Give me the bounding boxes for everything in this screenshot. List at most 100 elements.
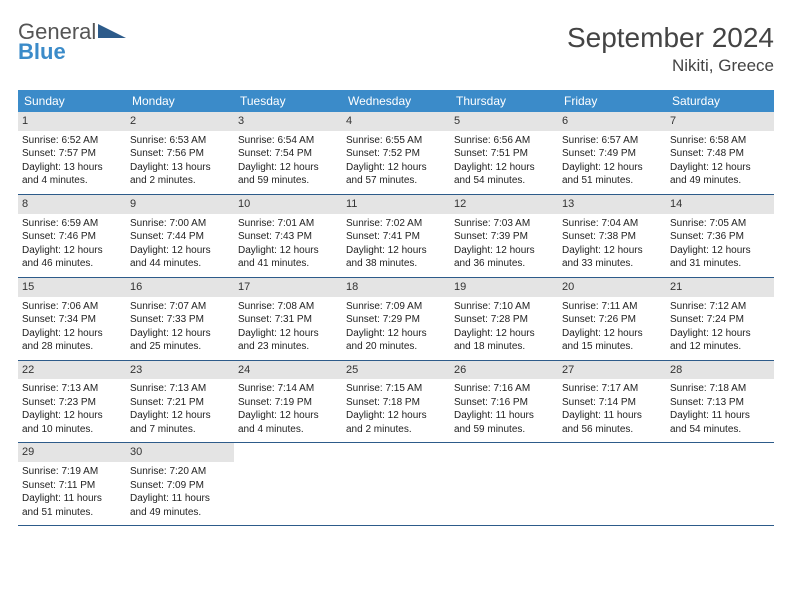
daylight2-text: and 36 minutes. (454, 257, 554, 271)
sunset-text: Sunset: 7:09 PM (130, 479, 230, 493)
day-number: 13 (558, 195, 666, 214)
day-details: Sunrise: 7:16 AMSunset: 7:16 PMDaylight:… (454, 382, 554, 436)
calendar-cell: 5 Sunrise: 6:56 AMSunset: 7:51 PMDaylight… (450, 112, 558, 194)
day-details: Sunrise: 6:57 AMSunset: 7:49 PMDaylight:… (562, 134, 662, 188)
daylight2-text: and 51 minutes. (562, 174, 662, 188)
dow-wednesday: Wednesday (342, 90, 450, 112)
daylight2-text: and 51 minutes. (22, 506, 122, 520)
sunset-text: Sunset: 7:43 PM (238, 230, 338, 244)
daylight1-text: Daylight: 12 hours (670, 161, 770, 175)
day-number: 7 (666, 112, 774, 131)
calendar-cell: 26 Sunrise: 7:16 AMSunset: 7:16 PMDayligh… (450, 361, 558, 443)
daylight1-text: Daylight: 12 hours (346, 409, 446, 423)
daylight1-text: Daylight: 12 hours (238, 409, 338, 423)
day-number: 5 (450, 112, 558, 131)
sunset-text: Sunset: 7:44 PM (130, 230, 230, 244)
daylight2-text: and 15 minutes. (562, 340, 662, 354)
calendar-cell: 21Sunrise: 7:12 AMSunset: 7:24 PMDayligh… (666, 278, 774, 360)
calendar-cell: 25Sunrise: 7:15 AMSunset: 7:18 PMDayligh… (342, 361, 450, 443)
day-details: Sunrise: 7:06 AMSunset: 7:34 PMDaylight:… (22, 300, 122, 354)
calendar-body: 1Sunrise: 6:52 AMSunset: 7:57 PMDaylight… (18, 112, 774, 526)
sunset-text: Sunset: 7:46 PM (22, 230, 122, 244)
dow-saturday: Saturday (666, 90, 774, 112)
brand-word2: Blue (18, 42, 126, 62)
day-details: Sunrise: 7:07 AMSunset: 7:33 PMDaylight:… (130, 300, 230, 354)
day-details: Sunrise: 7:13 AMSunset: 7:23 PMDaylight:… (22, 382, 122, 436)
sunrise-text: Sunrise: 7:08 AM (238, 300, 338, 314)
day-details: Sunrise: 6:58 AMSunset: 7:48 PMDaylight:… (670, 134, 770, 188)
calendar-cell: 7 Sunrise: 6:58 AMSunset: 7:48 PMDaylight… (666, 112, 774, 194)
daylight1-text: Daylight: 12 hours (22, 327, 122, 341)
day-number: 18 (342, 278, 450, 297)
day-details: Sunrise: 7:03 AMSunset: 7:39 PMDaylight:… (454, 217, 554, 271)
day-number: 12 (450, 195, 558, 214)
sunset-text: Sunset: 7:19 PM (238, 396, 338, 410)
daylight2-text: and 2 minutes. (346, 423, 446, 437)
sunrise-text: Sunrise: 7:16 AM (454, 382, 554, 396)
sunset-text: Sunset: 7:34 PM (22, 313, 122, 327)
daylight2-text: and 56 minutes. (562, 423, 662, 437)
daylight2-text: and 4 minutes. (238, 423, 338, 437)
sunrise-text: Sunrise: 7:03 AM (454, 217, 554, 231)
day-details: Sunrise: 7:01 AMSunset: 7:43 PMDaylight:… (238, 217, 338, 271)
sunset-text: Sunset: 7:31 PM (238, 313, 338, 327)
sunset-text: Sunset: 7:51 PM (454, 147, 554, 161)
sunset-text: Sunset: 7:21 PM (130, 396, 230, 410)
calendar-week: 29Sunrise: 7:19 AMSunset: 7:11 PMDayligh… (18, 443, 774, 526)
calendar-week: 15Sunrise: 7:06 AMSunset: 7:34 PMDayligh… (18, 278, 774, 361)
day-number: 3 (234, 112, 342, 131)
daylight1-text: Daylight: 12 hours (238, 327, 338, 341)
daylight1-text: Daylight: 12 hours (238, 244, 338, 258)
sunrise-text: Sunrise: 7:19 AM (22, 465, 122, 479)
day-number: 26 (450, 361, 558, 380)
day-details: Sunrise: 7:08 AMSunset: 7:31 PMDaylight:… (238, 300, 338, 354)
calendar-week: 22Sunrise: 7:13 AMSunset: 7:23 PMDayligh… (18, 361, 774, 444)
sunrise-text: Sunrise: 6:59 AM (22, 217, 122, 231)
day-details: Sunrise: 6:53 AMSunset: 7:56 PMDaylight:… (130, 134, 230, 188)
calendar-cell: 28Sunrise: 7:18 AMSunset: 7:13 PMDayligh… (666, 361, 774, 443)
daylight2-text: and 20 minutes. (346, 340, 446, 354)
day-number: 14 (666, 195, 774, 214)
page-title: September 2024 (567, 22, 774, 54)
calendar-cell (666, 443, 774, 525)
daylight2-text: and 38 minutes. (346, 257, 446, 271)
day-details: Sunrise: 6:54 AMSunset: 7:54 PMDaylight:… (238, 134, 338, 188)
title-block: September 2024 Nikiti, Greece (567, 22, 774, 76)
day-number: 17 (234, 278, 342, 297)
day-details: Sunrise: 7:04 AMSunset: 7:38 PMDaylight:… (562, 217, 662, 271)
daylight2-text: and 49 minutes. (670, 174, 770, 188)
day-details: Sunrise: 7:10 AMSunset: 7:28 PMDaylight:… (454, 300, 554, 354)
calendar-cell: 10 Sunrise: 7:01 AMSunset: 7:43 PMDayligh… (234, 195, 342, 277)
daylight1-text: Daylight: 11 hours (130, 492, 230, 506)
calendar-cell: 29Sunrise: 7:19 AMSunset: 7:11 PMDayligh… (18, 443, 126, 525)
day-number: 1 (18, 112, 126, 131)
header: General Blue September 2024 Nikiti, Gree… (18, 22, 774, 76)
daylight2-text: and 12 minutes. (670, 340, 770, 354)
day-number: 10 (234, 195, 342, 214)
day-number: 16 (126, 278, 234, 297)
day-number: 6 (558, 112, 666, 131)
daylight1-text: Daylight: 12 hours (562, 327, 662, 341)
day-details: Sunrise: 7:13 AMSunset: 7:21 PMDaylight:… (130, 382, 230, 436)
daylight2-text: and 57 minutes. (346, 174, 446, 188)
day-details: Sunrise: 7:18 AMSunset: 7:13 PMDaylight:… (670, 382, 770, 436)
day-number: 8 (18, 195, 126, 214)
calendar-cell (234, 443, 342, 525)
day-details: Sunrise: 6:55 AMSunset: 7:52 PMDaylight:… (346, 134, 446, 188)
sunrise-text: Sunrise: 7:17 AM (562, 382, 662, 396)
sunset-text: Sunset: 7:29 PM (346, 313, 446, 327)
daylight2-text: and 49 minutes. (130, 506, 230, 520)
daylight2-text: and 54 minutes. (454, 174, 554, 188)
daylight1-text: Daylight: 12 hours (130, 244, 230, 258)
calendar-cell: 13 Sunrise: 7:04 AMSunset: 7:38 PMDayligh… (558, 195, 666, 277)
sunrise-text: Sunrise: 6:56 AM (454, 134, 554, 148)
sunset-text: Sunset: 7:13 PM (670, 396, 770, 410)
day-number: 2 (126, 112, 234, 131)
sunrise-text: Sunrise: 7:04 AM (562, 217, 662, 231)
sunset-text: Sunset: 7:11 PM (22, 479, 122, 493)
dow-thursday: Thursday (450, 90, 558, 112)
logo-triangle-icon (98, 24, 126, 38)
calendar-cell: 11Sunrise: 7:02 AMSunset: 7:41 PMDayligh… (342, 195, 450, 277)
daylight1-text: Daylight: 12 hours (454, 244, 554, 258)
daylight1-text: Daylight: 12 hours (454, 161, 554, 175)
